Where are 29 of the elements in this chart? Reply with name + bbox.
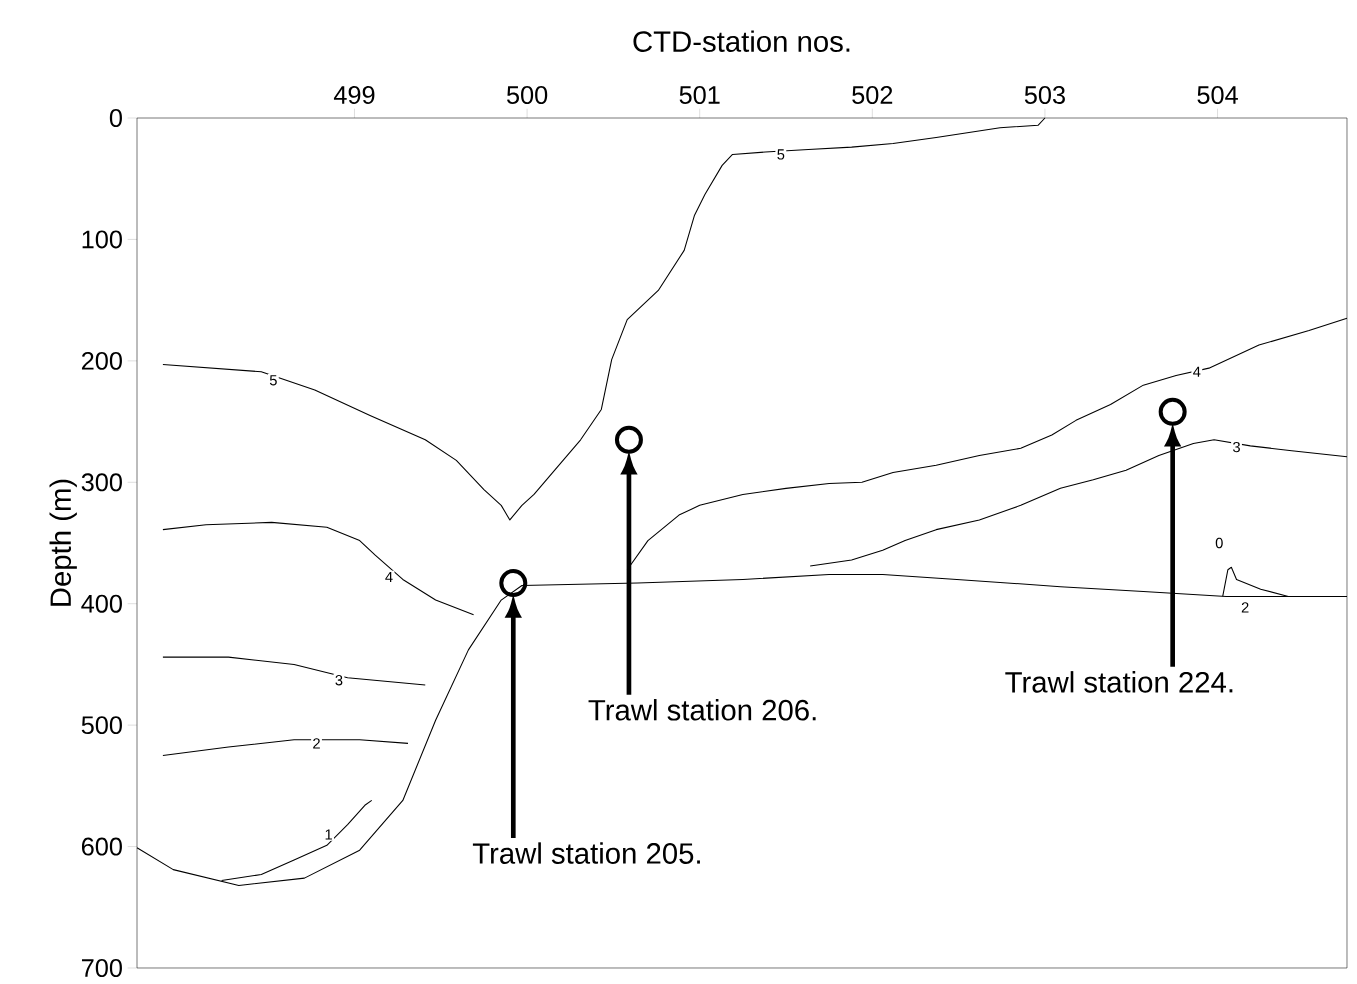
annotation: 5 — [777, 149, 785, 160]
annotation: 3 — [1233, 441, 1240, 453]
annotation: 5 — [269, 375, 277, 386]
x-tick-label: 503 — [1024, 86, 1065, 104]
y-tick-label: 0 — [109, 109, 122, 127]
y-tick-label: 600 — [81, 837, 122, 856]
annotation: Trawl station 205. — [472, 842, 700, 864]
x-tick-label: 499 — [333, 86, 375, 104]
annotation: 2 — [1241, 602, 1249, 613]
annotation: 3 — [335, 675, 343, 686]
x-axis-title: CTD-station nos. — [633, 30, 850, 52]
x-tick-label: 504 — [1197, 86, 1238, 104]
annotation: 4 — [385, 571, 393, 583]
annotation: Trawl station 206. — [588, 699, 816, 721]
y-tick-label: 100 — [82, 230, 122, 249]
y-tick-label: 700 — [82, 959, 122, 977]
annotation: 0 — [1215, 537, 1223, 549]
annotation: 4 — [1193, 366, 1201, 377]
annotation: 1 — [325, 829, 332, 840]
x-tick-label: 502 — [852, 86, 893, 104]
y-tick-label: 400 — [81, 594, 122, 613]
y-tick-label: 500 — [81, 716, 122, 735]
y-axis-title: Depth (m) — [49, 479, 77, 606]
annotation: 2 — [313, 738, 320, 749]
annotation: Trawl station 224. — [1005, 671, 1233, 693]
x-tick-label: 500 — [506, 86, 548, 104]
x-tick-label: 501 — [679, 86, 720, 104]
y-tick-label: 200 — [81, 351, 122, 370]
y-tick-label: 300 — [81, 473, 122, 492]
